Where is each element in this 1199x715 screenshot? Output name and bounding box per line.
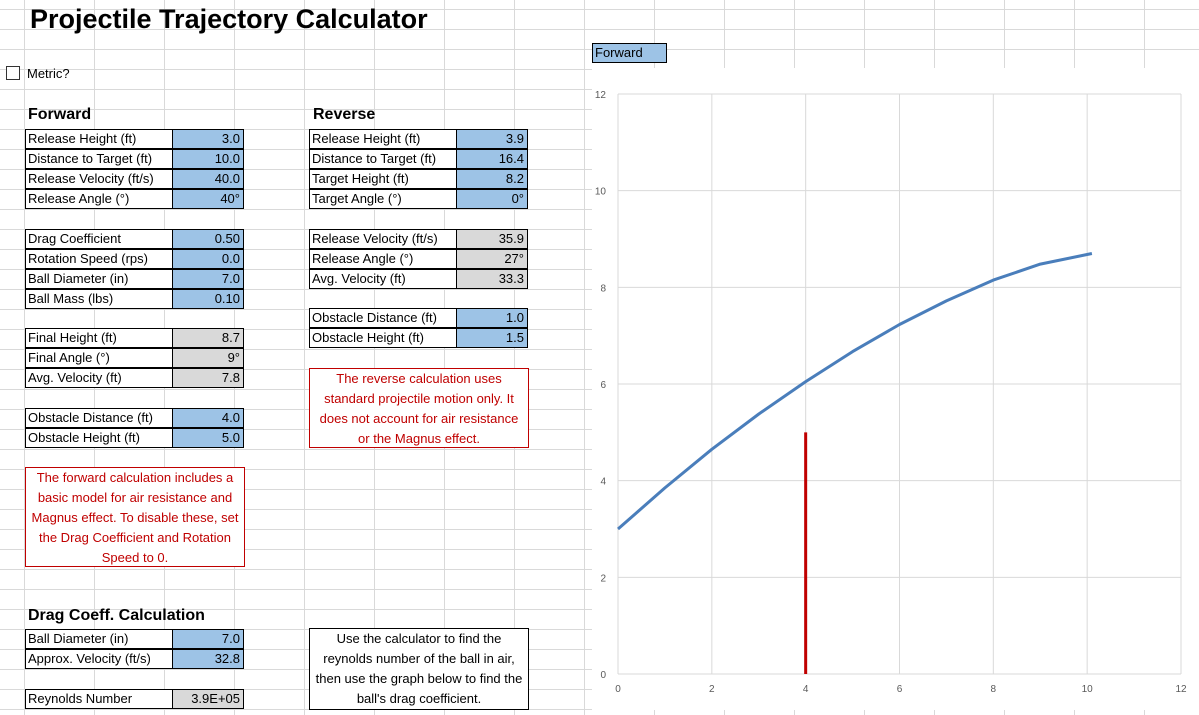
reverse-angle-label: Release Angle (°) — [309, 249, 457, 269]
chart-mode-selector[interactable]: Forward — [592, 43, 667, 63]
reverse-release-height-label: Release Height (ft) — [309, 129, 457, 149]
reverse-velocity-value: 35.9 — [456, 229, 528, 249]
trajectory-line — [617, 252, 1093, 531]
reynolds-number-value: 3.9E+05 — [172, 689, 244, 709]
forward-note: The forward calculation includes a basic… — [25, 467, 245, 567]
drag-ball-diameter-label: Ball Diameter (in) — [25, 629, 173, 649]
forward-angle-label: Release Angle (°) — [25, 189, 173, 209]
forward-obstacle-height-input[interactable]: 5.0 — [172, 428, 244, 448]
x-tick-label: 2 — [709, 684, 715, 695]
reverse-avg-velocity-value: 33.3 — [456, 269, 528, 289]
reverse-target-height-label: Target Height (ft) — [309, 169, 457, 189]
ball-diameter-input[interactable]: 7.0 — [172, 269, 244, 289]
reverse-avg-velocity-label: Avg. Velocity (ft) — [309, 269, 457, 289]
forward-velocity-label: Release Velocity (ft/s) — [25, 169, 173, 189]
reverse-obstacle-distance-label: Obstacle Distance (ft) — [309, 308, 457, 328]
reverse-target-height-input[interactable]: 8.2 — [456, 169, 528, 189]
forward-release-height-input[interactable]: 3.0 — [172, 129, 244, 149]
forward-heading: Forward — [28, 106, 92, 123]
forward-obstacle-height-label: Obstacle Height (ft) — [25, 428, 173, 448]
reverse-release-height-input[interactable]: 3.9 — [456, 129, 528, 149]
trajectory-chart-svg: 0 2 4 6 8 10 12 0 2 4 6 8 10 12 — [595, 90, 1187, 695]
reynolds-number-label: Reynolds Number — [25, 689, 173, 709]
page-title: Projectile Trajectory Calculator — [30, 4, 428, 34]
metric-label: Metric? — [27, 66, 70, 81]
rotation-speed-input[interactable]: 0.0 — [172, 249, 244, 269]
drag-approx-velocity-label: Approx. Velocity (ft/s) — [25, 649, 173, 669]
reverse-target-angle-input[interactable]: 0° — [456, 189, 528, 209]
y-tick-label: 2 — [600, 573, 606, 584]
reverse-distance-input[interactable]: 16.4 — [456, 149, 528, 169]
y-tick-label: 12 — [595, 90, 607, 101]
forward-release-height-label: Release Height (ft) — [25, 129, 173, 149]
y-tick-label: 10 — [595, 187, 607, 198]
reverse-angle-value: 27° — [456, 249, 528, 269]
y-tick-label: 4 — [600, 477, 606, 488]
drag-ball-diameter-input[interactable]: 7.0 — [172, 629, 244, 649]
rotation-speed-label: Rotation Speed (rps) — [25, 249, 173, 269]
ball-diameter-label: Ball Diameter (in) — [25, 269, 173, 289]
y-tick-label: 8 — [600, 283, 606, 294]
ball-mass-input[interactable]: 0.10 — [172, 289, 244, 309]
drag-coefficient-input[interactable]: 0.50 — [172, 229, 244, 249]
final-angle-label: Final Angle (°) — [25, 348, 173, 368]
forward-distance-label: Distance to Target (ft) — [25, 149, 173, 169]
trajectory-chart: 0 2 4 6 8 10 12 0 2 4 6 8 10 12 — [592, 68, 1199, 710]
y-tick-label: 6 — [600, 380, 606, 391]
forward-avg-velocity-label: Avg. Velocity (ft) — [25, 368, 173, 388]
forward-velocity-input[interactable]: 40.0 — [172, 169, 244, 189]
forward-avg-velocity-value: 7.8 — [172, 368, 244, 388]
final-angle-value: 9° — [172, 348, 244, 368]
final-height-value: 8.7 — [172, 328, 244, 348]
drag-approx-velocity-input[interactable]: 32.8 — [172, 649, 244, 669]
forward-distance-input[interactable]: 10.0 — [172, 149, 244, 169]
x-tick-label: 10 — [1082, 684, 1094, 695]
y-tick-label: 0 — [600, 670, 606, 681]
ball-mass-label: Ball Mass (lbs) — [25, 289, 173, 309]
forward-obstacle-distance-input[interactable]: 4.0 — [172, 408, 244, 428]
metric-checkbox[interactable] — [6, 66, 20, 80]
x-tick-label: 8 — [991, 684, 997, 695]
reverse-obstacle-height-input[interactable]: 1.5 — [456, 328, 528, 348]
reverse-velocity-label: Release Velocity (ft/s) — [309, 229, 457, 249]
drag-calc-heading: Drag Coeff. Calculation — [28, 607, 205, 624]
reverse-heading: Reverse — [313, 106, 376, 123]
drag-calc-note: Use the calculator to find the reynolds … — [309, 628, 529, 710]
x-tick-label: 12 — [1175, 684, 1187, 695]
final-height-label: Final Height (ft) — [25, 328, 173, 348]
x-tick-label: 6 — [897, 684, 903, 695]
forward-obstacle-distance-label: Obstacle Distance (ft) — [25, 408, 173, 428]
reverse-note: The reverse calculation uses standard pr… — [309, 368, 529, 448]
forward-angle-input[interactable]: 40° — [172, 189, 244, 209]
x-tick-label: 0 — [615, 684, 621, 695]
reverse-obstacle-height-label: Obstacle Height (ft) — [309, 328, 457, 348]
drag-coefficient-label: Drag Coefficient — [25, 229, 173, 249]
reverse-distance-label: Distance to Target (ft) — [309, 149, 457, 169]
reverse-obstacle-distance-input[interactable]: 1.0 — [456, 308, 528, 328]
x-tick-label: 4 — [803, 684, 809, 695]
reverse-target-angle-label: Target Angle (°) — [309, 189, 457, 209]
